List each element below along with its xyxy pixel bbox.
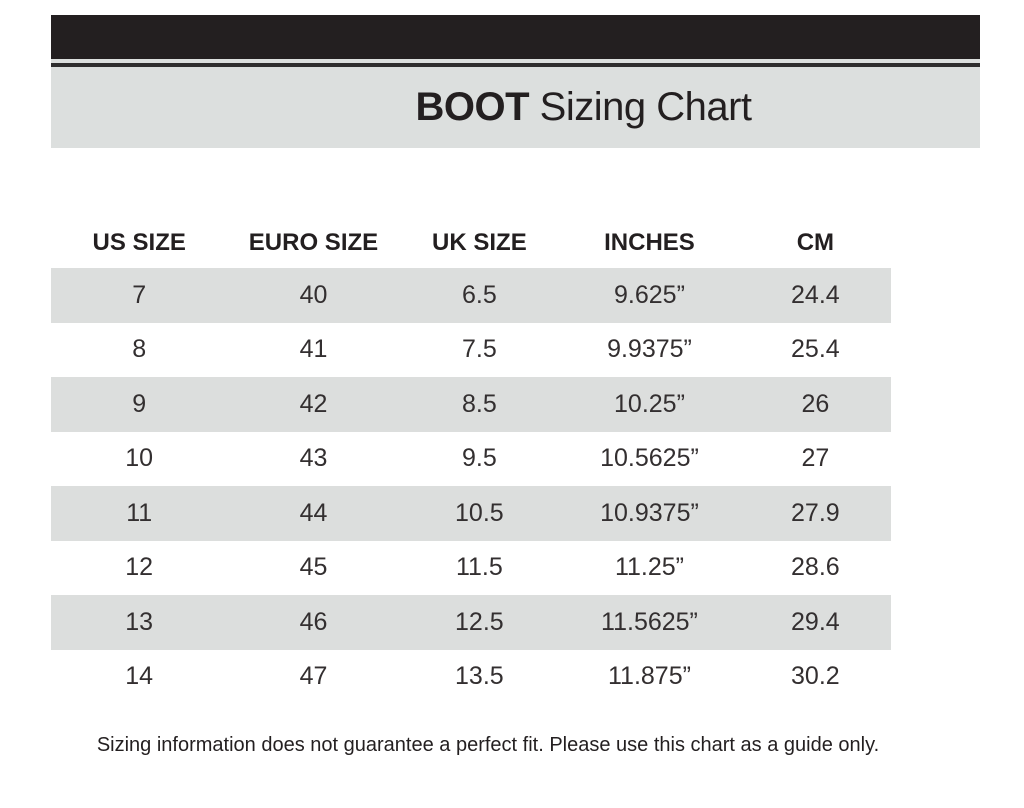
top-black-bar	[51, 15, 980, 59]
page-title-text: BOOT Sizing Chart	[415, 85, 752, 130]
column-header: US SIZE	[92, 229, 186, 256]
table-cell: 46	[299, 607, 328, 636]
sizing-table: US SIZE EURO SIZE UK SIZE INCHES CM 7 40 6.5 9.…	[51, 218, 891, 704]
table-cell: 42	[299, 389, 328, 418]
table-cell: 30.2	[791, 662, 840, 691]
title-band: BOOT Sizing Chart	[51, 59, 980, 148]
table-cell: 6.5	[461, 280, 497, 309]
table-cell: 9.9375”	[607, 335, 692, 364]
column-header: UK SIZE	[432, 229, 527, 256]
column-header: EURO SIZE	[248, 229, 379, 256]
table-cell: 9	[132, 389, 147, 418]
table-cell: 7.5	[461, 335, 497, 364]
table-cell: 8	[132, 335, 147, 364]
table-cell: 9.625”	[614, 280, 685, 309]
table-cell: 11	[126, 498, 153, 527]
column-header: INCHES	[604, 229, 695, 256]
table-cell: 26	[801, 389, 830, 418]
table-row: 12 45 11.5 11.25” 28.6	[51, 541, 891, 596]
table-cell: 41	[299, 335, 328, 364]
table-row: 14 47 13.5 11.875” 30.2	[51, 650, 891, 705]
table-cell: 12.5	[455, 607, 504, 636]
table-cell: 13.5	[455, 662, 504, 691]
table-cell: 12	[125, 553, 154, 582]
table-cell: 40	[299, 280, 328, 309]
table-cell: 11.5	[455, 553, 503, 582]
table-row: 7 40 6.5 9.625” 24.4	[51, 268, 891, 323]
table-cell: 47	[299, 662, 328, 691]
table-cell: 7	[132, 280, 147, 309]
table-cell: 10.5625”	[600, 444, 699, 473]
table-cell: 44	[299, 498, 328, 527]
table-cell: 8.5	[461, 389, 497, 418]
table-row: 8 41 7.5 9.9375” 25.4	[51, 323, 891, 378]
table-cell: 25.4	[791, 335, 840, 364]
table-cell: 13	[125, 607, 154, 636]
table-body: 7 40 6.5 9.625” 24.4 8 41 7.5 9.9375” 25.4 9 42 8.5 1…	[51, 268, 891, 704]
table-cell: 11.5625”	[601, 607, 698, 636]
column-header: CM	[796, 229, 835, 256]
table-cell: 10	[125, 444, 154, 473]
table-cell: 27	[801, 444, 830, 473]
table-header-row: US SIZE EURO SIZE UK SIZE INCHES CM	[51, 218, 891, 268]
table-row: 9 42 8.5 10.25” 26	[51, 377, 891, 432]
table-cell: 11.25”	[614, 553, 684, 582]
table-cell: 10.25”	[614, 389, 685, 418]
table-cell: 43	[299, 444, 328, 473]
page-title-regular: Sizing Chart	[529, 85, 752, 129]
table-cell: 14	[125, 662, 154, 691]
table-row: 13 46 12.5 11.5625” 29.4	[51, 595, 891, 650]
table-cell: 24.4	[791, 280, 840, 309]
table-cell: 9.5	[461, 444, 497, 473]
page-title: BOOT Sizing Chart	[51, 67, 980, 148]
table-cell: 27.9	[791, 498, 840, 527]
table-cell: 10.9375”	[600, 498, 699, 527]
table-cell: 29.4	[791, 607, 840, 636]
page-title-bold: BOOT	[415, 85, 530, 129]
table-cell: 28.6	[791, 553, 840, 582]
band-divider-line	[51, 63, 980, 67]
table-cell: 11.875”	[608, 662, 691, 691]
table-row: 10 43 9.5 10.5625” 27	[51, 432, 891, 487]
footer-note: Sizing information does not guarantee a …	[96, 734, 880, 756]
table-cell: 10.5	[455, 498, 504, 527]
table-row: 11 44 10.5 10.9375” 27.9	[51, 486, 891, 541]
table-cell: 45	[299, 553, 328, 582]
